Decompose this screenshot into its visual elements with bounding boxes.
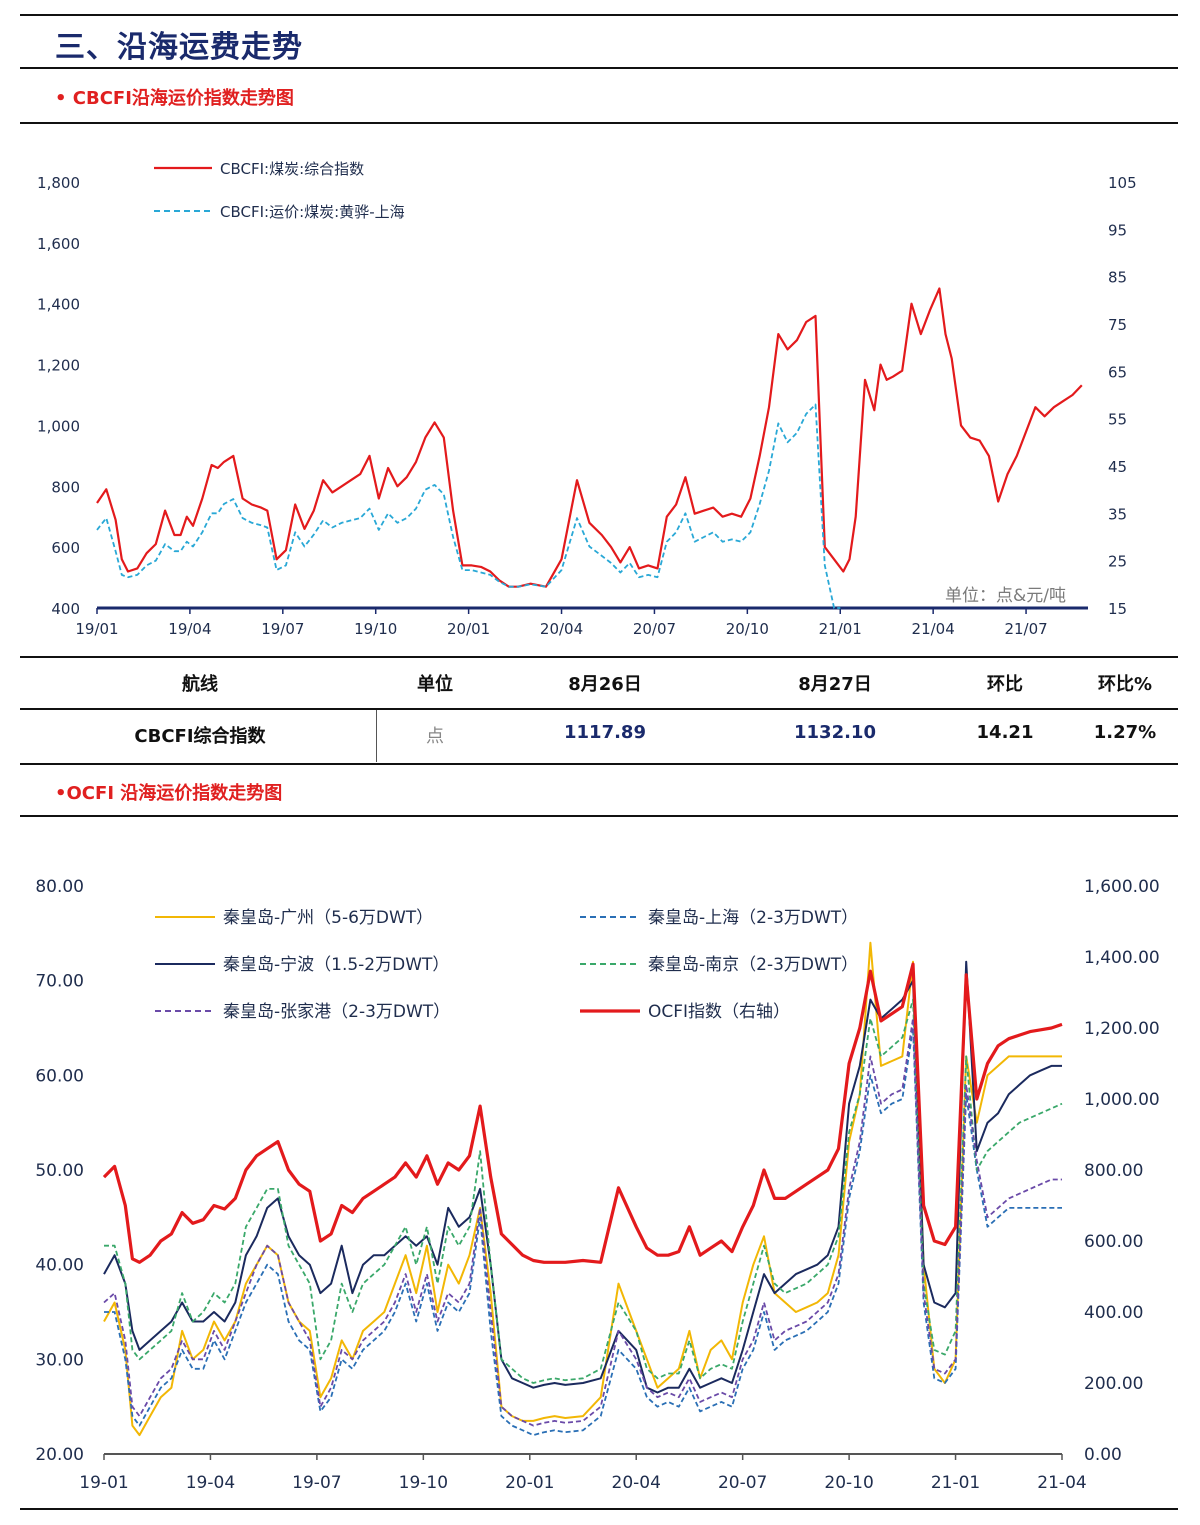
table-header-route: 航线 [182,674,218,695]
x-tick-label: 19/04 [168,620,211,638]
y-right-tick-label: 1,600.00 [1084,877,1160,897]
series-line-6 [102,962,1063,1264]
series-line-4 [104,998,1063,1384]
y-left-tick-label: 30.00 [35,1350,84,1370]
x-tick-label: 21-04 [1037,1473,1086,1493]
legend-label-2: 秦皇岛-上海（2-3万DWT） [648,908,858,928]
series-line-1 [103,941,1062,1437]
y-right-tick-label: 1,400.00 [1084,948,1160,968]
section2-title: •OCFI 沿海运价指数走势图 [55,783,283,804]
x-tick-label: 19-01 [79,1473,128,1493]
y-right-tick-label: 400.00 [1084,1303,1143,1323]
table-change-cell: 14.21 [976,722,1034,743]
y-left-tick-label: 1,200 [37,357,80,375]
section2-rule [20,815,1178,817]
y-right-tick-label: 95 [1108,221,1127,239]
table-top-rule [20,656,1178,658]
series-line-5 [103,1017,1062,1427]
y-right-tick-label: 25 [1108,553,1127,571]
y-right-tick-label: 55 [1108,411,1127,429]
table-header-rule [20,708,1178,710]
x-tick-label: 21/07 [1004,620,1047,638]
table-aug27-cell: 1132.10 [794,722,876,743]
y-right-tick-label: 1,200.00 [1084,1019,1160,1039]
x-tick-label: 19/01 [75,620,118,638]
y-left-tick-label: 70.00 [35,972,84,992]
x-tick-label: 20/10 [726,620,769,638]
y-right-tick-label: 15 [1108,600,1127,618]
x-tick-label: 20/04 [540,620,583,638]
bottom-rule [20,1508,1178,1510]
table-header-aug27: 8月27日 [798,674,872,695]
x-tick-label: 21/04 [912,620,955,638]
legend-label-3: 秦皇岛-宁波（1.5-2万DWT） [223,955,449,975]
x-tick-label: 20-04 [612,1473,661,1493]
series-line-2 [96,403,841,609]
table-route-cell: CBCFI综合指数 [134,726,266,747]
chart-unit-note: 单位：点&元/吨 [945,586,1066,606]
y-right-tick-label: 75 [1108,316,1127,334]
legend-label-5: 秦皇岛-张家港（2-3万DWT） [223,1002,450,1022]
y-right-tick-label: 600.00 [1084,1232,1143,1252]
y-right-tick-label: 45 [1108,458,1127,476]
table-aug26-cell: 1117.89 [564,722,646,743]
table-header-aug26: 8月26日 [568,674,642,695]
y-left-tick-label: 40.00 [35,1256,84,1276]
table-unit-cell: 点 [426,726,444,747]
y-right-tick-label: 85 [1108,269,1127,287]
y-left-tick-label: 800 [51,478,80,496]
table-header-change-pct: 环比% [1097,674,1153,695]
table-change-pct-cell: 1.27% [1093,722,1157,743]
y-left-tick-label: 600 [51,539,80,557]
y-left-tick-label: 1,000 [37,417,80,435]
section1-title: • CBCFI沿海运价指数走势图 [55,88,294,109]
y-right-tick-label: 1,000.00 [1084,1090,1160,1110]
series-line-1 [96,287,1083,588]
page-title: 三、沿海运费走势 [55,30,303,65]
top-rule [20,14,1178,16]
y-right-tick-label: 200.00 [1084,1374,1143,1394]
y-left-tick-label: 20.00 [35,1445,84,1465]
table-header-unit: 单位 [417,674,453,695]
legend-label-1: CBCFI:煤炭:综合指数 [220,160,364,178]
x-tick-label: 19/10 [354,620,397,638]
x-tick-label: 19-04 [186,1473,235,1493]
ocfi-chart: 19-01 19-04 19-07 19-10 20-01 20-04 20-07 20-10… [35,877,1160,1493]
cbcfi-table: 航线 单位 8月26日 8月27日 环比 环比% CBCFI综合指数 点 111… [20,658,1178,764]
y-left-tick-label: 1,400 [37,296,80,314]
x-tick-label: 20-10 [824,1473,873,1493]
y-left-tick-label: 50.00 [35,1161,84,1181]
cbcfi-chart: 19/01 19/04 19/07 19/10 20/01 20/04 20/07 20/10… [37,160,1137,638]
y-left-tick-label: 1,800 [37,174,80,192]
x-tick-label: 19-07 [292,1473,341,1493]
table-column-divider [376,710,377,762]
y-right-tick-label: 105 [1108,174,1137,192]
y-right-tick-label: 35 [1108,505,1127,523]
legend-label-6: OCFI指数（右轴） [648,1002,790,1022]
x-tick-label: 20-01 [505,1473,554,1493]
x-tick-label: 20/07 [633,620,676,638]
y-right-tick-label: 0.00 [1084,1445,1122,1465]
title-underline [20,67,1178,69]
y-left-tick-label: 400 [51,600,80,618]
y-left-tick-label: 60.00 [35,1066,84,1086]
table-header-change: 环比 [987,674,1023,695]
x-tick-label: 20-07 [718,1473,767,1493]
legend-label-1: 秦皇岛-广州（5-6万DWT） [223,908,433,928]
legend-label-2: CBCFI:运价:煤炭:黄骅-上海 [220,203,405,221]
x-tick-label: 21-01 [931,1473,980,1493]
y-right-tick-label: 65 [1108,363,1127,381]
legend-label-4: 秦皇岛-南京（2-3万DWT） [648,955,858,975]
y-left-tick-label: 1,600 [37,235,80,253]
x-tick-label: 19-10 [399,1473,448,1493]
x-tick-label: 20/01 [447,620,490,638]
table-bottom-rule [20,763,1178,765]
y-left-tick-label: 80.00 [35,877,84,897]
x-tick-label: 21/01 [819,620,862,638]
x-tick-label: 19/07 [261,620,304,638]
section1-rule [20,122,1178,124]
y-right-tick-label: 800.00 [1084,1161,1143,1181]
